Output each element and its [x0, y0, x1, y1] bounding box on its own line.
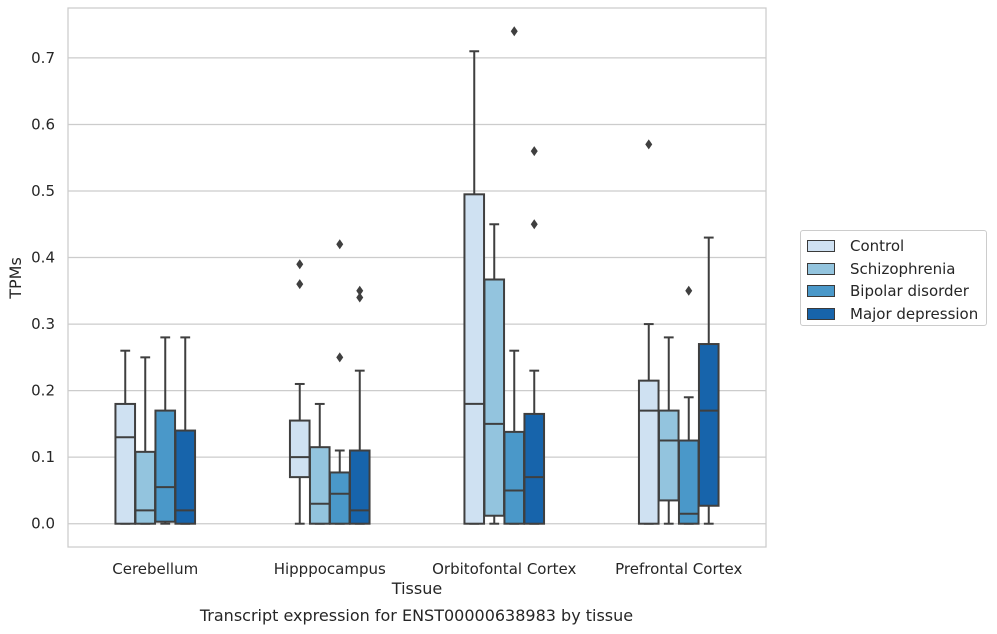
y-tick-label: 0.4 [31, 249, 55, 267]
y-axis-label: TPMs [6, 257, 25, 300]
box [523, 412, 546, 525]
box-group [174, 336, 197, 525]
box-group [328, 239, 351, 525]
x-axis-label: Tissue [391, 579, 442, 598]
box-group [154, 336, 177, 525]
box-group [503, 26, 526, 525]
box [637, 379, 660, 525]
outlier-point [530, 146, 538, 157]
legend-label-bipolar-disorder: Bipolar disorder [850, 282, 969, 301]
box-group [657, 336, 680, 525]
y-tick-label: 0.5 [31, 182, 55, 200]
box [463, 193, 486, 525]
box-group [697, 236, 720, 525]
y-tick-label: 0.6 [31, 115, 55, 133]
legend-swatch-major-depression [807, 307, 835, 320]
legend-swatch-bipolar-disorder [807, 285, 835, 298]
box-group [637, 139, 660, 525]
box [328, 471, 351, 525]
legend-label-schizophrenia: Schizophrenia [850, 259, 956, 278]
x-tick-label: Prefrontal Cortex [615, 560, 742, 578]
y-tick-label: 0.1 [31, 448, 55, 466]
outlier-point [685, 285, 693, 296]
outlier-point [645, 139, 653, 150]
y-tick-label: 0.3 [31, 315, 55, 333]
legend-item-schizophrenia: Schizophrenia [807, 258, 986, 281]
box [154, 409, 177, 523]
box [288, 419, 311, 479]
x-tick-label: Orbitofontal Cortex [432, 560, 576, 578]
outlier-point [296, 279, 304, 290]
y-tick-label: 0.2 [31, 382, 55, 400]
legend-label-control: Control [850, 237, 905, 256]
x-tick-label: Cerebellum [112, 560, 198, 578]
box [134, 450, 157, 525]
box [348, 449, 371, 525]
outlier-point [336, 239, 344, 250]
box [308, 446, 331, 525]
box-group [523, 146, 546, 525]
box-group [348, 285, 371, 525]
x-tick-labels: Cerebellum Hipppocampus Orbitofontal Corte… [112, 560, 742, 578]
y-tick-label: 0.0 [31, 515, 55, 533]
outlier-point [336, 352, 344, 363]
outlier-point [510, 26, 518, 37]
legend-item-major-depression: Major depression [807, 303, 986, 326]
box-group [114, 349, 137, 525]
box [677, 439, 700, 525]
x-tick-label: Hipppocampus [274, 560, 386, 578]
box-group [463, 50, 486, 525]
outlier-point [530, 219, 538, 230]
legend-label-major-depression: Major depression [850, 304, 979, 323]
box-group [677, 285, 700, 525]
box-group [288, 259, 311, 525]
box-group [134, 356, 157, 525]
outlier-point [356, 292, 364, 303]
box [503, 430, 526, 525]
legend-item-bipolar-disorder: Bipolar disorder [807, 280, 986, 303]
box [114, 402, 137, 525]
box-group [308, 402, 331, 525]
boxes [114, 26, 720, 525]
box [174, 429, 197, 525]
legend: Control Schizophrenia Bipolar disorder M… [800, 230, 987, 326]
legend-item-control: Control [807, 235, 986, 258]
box [483, 278, 506, 517]
box-group [483, 223, 506, 525]
y-tick-labels: 0.0 0.1 0.2 0.3 0.4 0.5 0.6 0.7 [31, 49, 55, 533]
box [697, 343, 720, 507]
plot-area-frame [67, 7, 767, 548]
outlier-point [356, 285, 364, 296]
box [657, 409, 680, 502]
outlier-point [296, 259, 304, 270]
legend-swatch-control [807, 240, 835, 253]
legend-swatch-schizophrenia [807, 262, 835, 275]
figure-caption: Transcript expression for ENST0000063898… [199, 606, 634, 625]
y-tick-label: 0.7 [31, 49, 55, 67]
